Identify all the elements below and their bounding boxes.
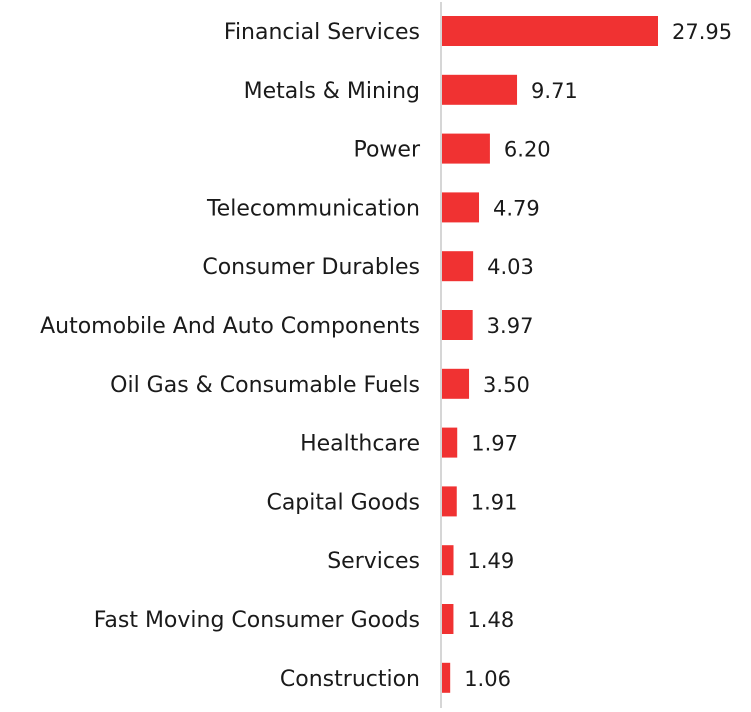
bar [442,16,658,46]
bars-group [442,16,658,693]
value-labels-group: 27.95 9.71 6.20 4.79 4.03 3.97 3.50 1.97 1.91 1.4… [464,20,732,691]
bar [442,427,458,458]
value-label: 1.91 [471,490,518,514]
value-label: 1.49 [468,549,515,573]
value-label: 4.79 [493,196,540,220]
bar [442,133,490,164]
category-label: Capital Goods [266,490,420,515]
value-label: 3.97 [487,314,534,338]
category-label: Healthcare [300,432,420,457]
category-label: Fast Moving Consumer Goods [94,608,420,633]
value-label: 4.03 [487,255,534,279]
value-label: 6.20 [504,138,551,162]
category-labels-group: Financial Services Metals & Mining Power Te… [40,20,421,692]
category-label: Telecommunication [206,196,420,221]
category-label: Oil Gas & Consumable Fuels [110,373,420,398]
bar [442,74,518,105]
category-label: Consumer Durables [202,255,420,280]
value-label: 27.95 [672,20,732,44]
value-label: 3.50 [483,373,530,397]
bar [442,251,474,282]
category-label: Power [353,138,420,163]
category-label: Financial Services [224,20,420,45]
value-label: 1.48 [467,608,514,632]
bar [442,545,454,576]
value-label: 1.06 [464,667,511,691]
value-label: 9.71 [531,79,578,103]
bar [442,662,451,693]
category-label: Metals & Mining [244,79,420,104]
value-label: 1.97 [471,432,518,456]
bar [442,486,457,517]
bar [442,604,454,634]
category-label: Automobile And Auto Components [40,314,420,339]
category-label: Construction [280,667,420,692]
bar [442,192,480,223]
bar [442,310,473,340]
category-label: Services [327,549,420,574]
bar [442,368,470,399]
